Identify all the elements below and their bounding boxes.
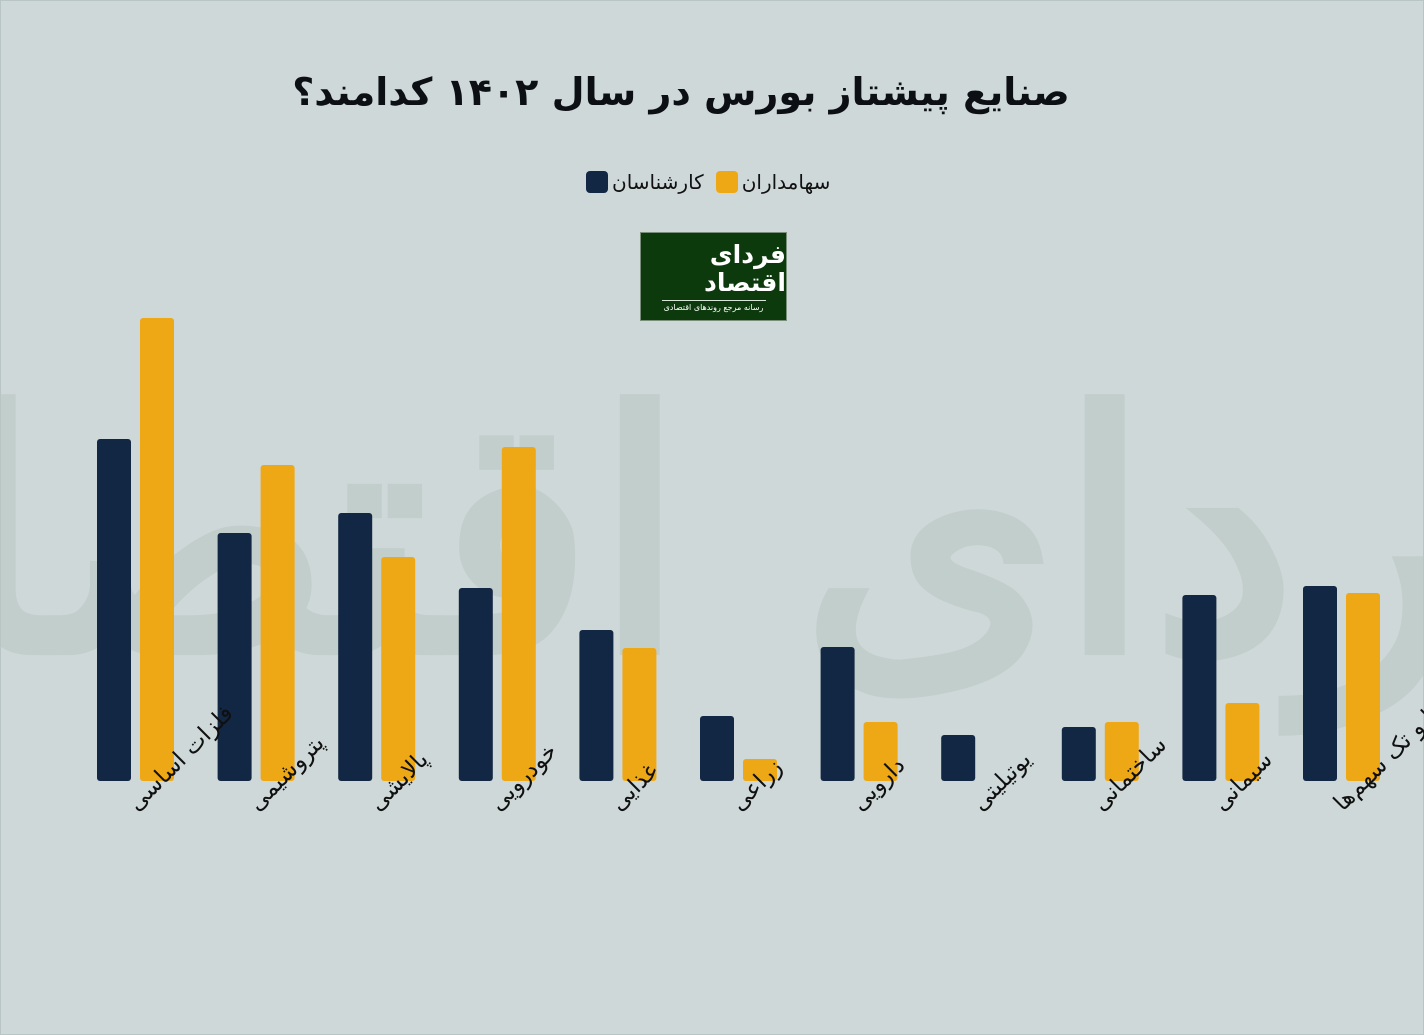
bar-shareholders-2 xyxy=(381,557,416,781)
bar-experts-9 xyxy=(1182,595,1217,781)
bar-experts-5 xyxy=(700,716,734,781)
bar-shareholders-3 xyxy=(501,447,536,781)
legend-swatch-experts xyxy=(586,171,608,193)
logo-name: فردای اقتصاد xyxy=(704,240,786,297)
bar-experts-6 xyxy=(820,647,855,781)
brand-logo: فردای اقتصاد رسانه مرجع روندهای اقتصادی xyxy=(640,232,787,321)
bar-shareholders-6 xyxy=(863,722,898,781)
legend-label-experts: کارشناسان xyxy=(612,170,704,194)
bar-shareholders-5 xyxy=(743,759,777,781)
chart-title: صنایع پیشتاز بورس در سال ۱۴۰۲ کدامند؟ xyxy=(292,70,1070,114)
legend-label-shareholders: سهامداران xyxy=(741,170,831,194)
bar-experts-10 xyxy=(1303,586,1337,781)
bar-shareholders-9 xyxy=(1225,703,1260,781)
legend-item-experts: کارشناسان xyxy=(586,170,704,194)
bar-experts-1 xyxy=(217,533,252,781)
logo-divider xyxy=(661,300,766,301)
bar-group xyxy=(97,318,1380,781)
bar-shareholders-8 xyxy=(1104,722,1139,781)
bar-experts-8 xyxy=(1061,727,1096,781)
bar-experts-2 xyxy=(338,513,373,781)
bar-shareholders-0 xyxy=(140,318,174,781)
bar-shareholders-10 xyxy=(1346,593,1380,781)
legend: کارشناسان سهامداران xyxy=(586,168,842,196)
bar-experts-7 xyxy=(941,735,976,781)
legend-swatch-shareholders xyxy=(715,171,738,193)
bar-experts-4 xyxy=(579,630,614,781)
bar-experts-3 xyxy=(458,588,493,781)
legend-item-shareholders: سهامداران xyxy=(715,170,831,194)
bar-shareholders-1 xyxy=(260,465,295,781)
bar-shareholders-4 xyxy=(622,648,657,781)
logo-tagline: رسانه مرجع روندهای اقتصادی xyxy=(663,303,764,312)
bar-experts-0 xyxy=(97,439,131,781)
x-tick-label-7: یوتیلیتی xyxy=(967,747,1037,817)
